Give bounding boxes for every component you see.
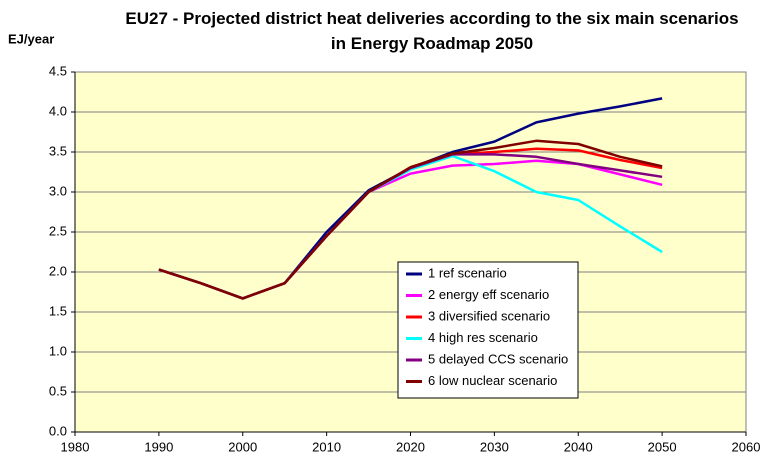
- legend-label: 6 low nuclear scenario: [428, 373, 557, 388]
- legend-label: 5 delayed CCS scenario: [428, 351, 568, 366]
- x-tick-label: 2010: [312, 439, 341, 454]
- y-tick-label: 0.5: [49, 383, 67, 398]
- y-axis-label: EJ/year: [8, 31, 54, 46]
- x-tick-label: 2030: [480, 439, 509, 454]
- y-tick-label: 1.0: [49, 343, 67, 358]
- y-tick-label: 3.0: [49, 183, 67, 198]
- y-tick-label: 4.5: [49, 63, 67, 78]
- y-tick-label: 0.0: [49, 423, 67, 438]
- y-tick-label: 4.0: [49, 103, 67, 118]
- x-tick-label: 2000: [228, 439, 257, 454]
- legend-label: 2 energy eff scenario: [428, 287, 549, 302]
- x-tick-label: 1980: [61, 439, 90, 454]
- legend-label: 4 high res scenario: [428, 330, 538, 345]
- x-tick-label: 2050: [648, 439, 677, 454]
- x-tick-label: 2060: [732, 439, 761, 454]
- x-tick-label: 2020: [396, 439, 425, 454]
- y-tick-label: 1.5: [49, 303, 67, 318]
- y-tick-label: 2.5: [49, 223, 67, 238]
- chart-title: EU27 - Projected district heat deliverie…: [125, 9, 739, 53]
- x-tick-label: 2040: [564, 439, 593, 454]
- legend-label: 1 ref scenario: [428, 265, 507, 280]
- legend-box: [397, 261, 579, 399]
- series-line: [158, 139, 663, 300]
- y-tick-label: 3.5: [49, 143, 67, 158]
- x-tick-label: 1990: [144, 439, 173, 454]
- y-tick-label: 2.0: [49, 263, 67, 278]
- legend-label: 3 diversified scenario: [428, 308, 550, 323]
